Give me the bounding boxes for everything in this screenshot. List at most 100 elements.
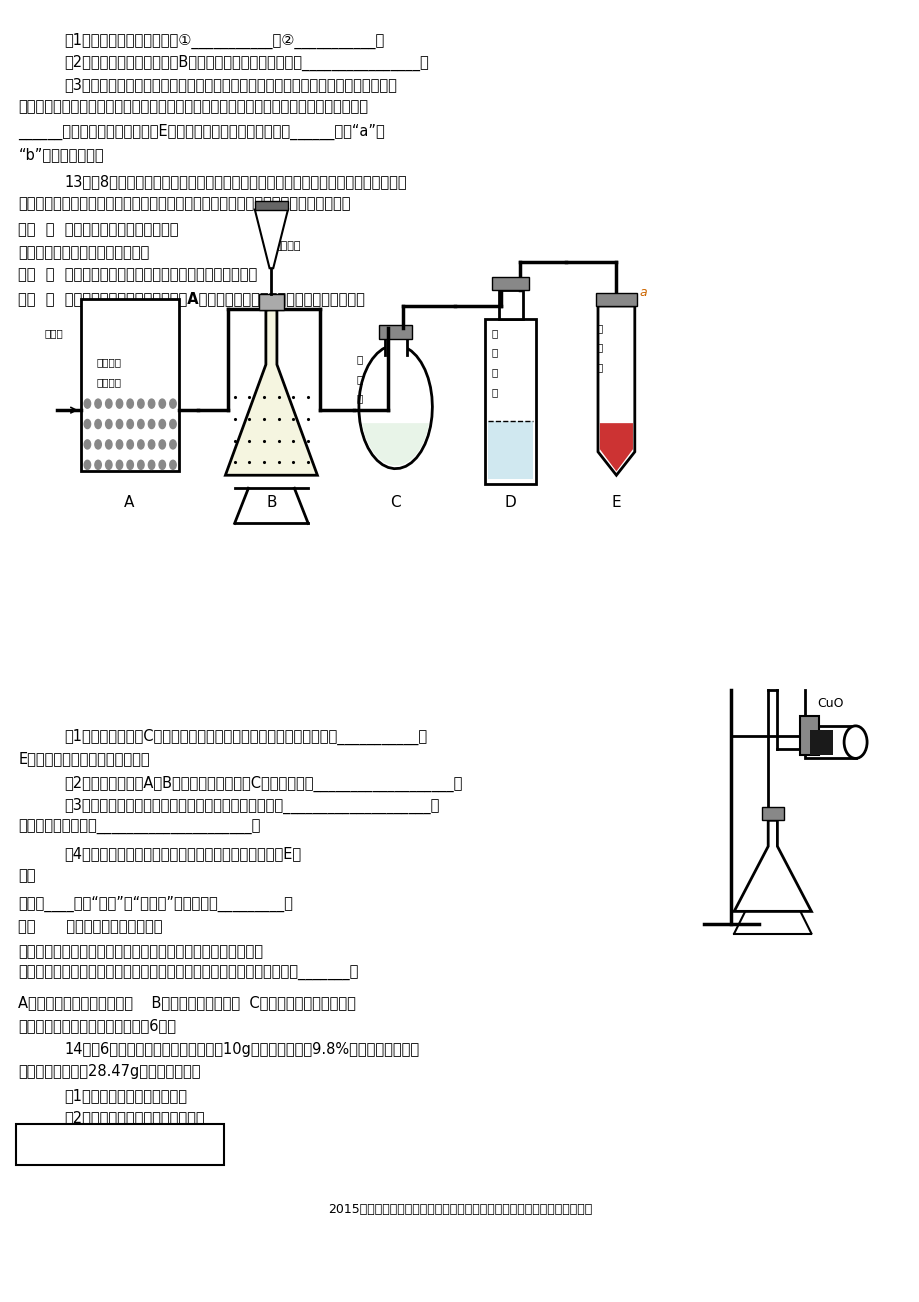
Text: 保密 ★ 启用前: 保密 ★ 启用前 [86,1137,153,1152]
Circle shape [95,440,101,449]
Circle shape [170,460,176,469]
Text: 反应后，过滤得到28.47g滤液。请计算：: 反应后，过滤得到28.47g滤液。请计算： [18,1064,200,1079]
Circle shape [116,440,122,449]
Circle shape [159,419,165,428]
Circle shape [106,440,112,449]
Text: 化: 化 [491,367,497,378]
Text: a: a [639,286,646,299]
Text: 14、（6分）一定质量的氯化馒溶液和10g溶质质量分数为9.8%的稀硫酸恰好完全: 14、（6分）一定质量的氯化馒溶液和10g溶质质量分数为9.8%的稀硫酸恰好完全 [64,1042,419,1057]
Text: 【提  出  问题】竹炭中是否含有碳元素: 【提 出 问题】竹炭中是否含有碳元素 [18,223,178,238]
Text: A: A [123,495,134,510]
Text: C: C [390,495,401,510]
Polygon shape [255,210,288,268]
Text: 氧化钙和: 氧化钙和 [96,357,121,367]
Circle shape [95,400,101,409]
Circle shape [138,440,144,449]
Text: “b”）端管口通入。: “b”）端管口通入。 [18,147,104,163]
Text: 空气中的一氧化碳、甲醉等有害气体进行吸附。某课外活动小组对竹炭进行初步探究。: 空气中的一氧化碳、甲醉等有害气体进行吸附。某课外活动小组对竹炭进行初步探究。 [18,197,350,212]
Circle shape [138,419,144,428]
Text: 置，: 置， [18,868,36,884]
Circle shape [106,419,112,428]
Text: 【结      论】竹炭中含有碳元素。: 【结 论】竹炭中含有碳元素。 [18,919,163,935]
Text: （2）氯化馒溶液的溶质质量分数。: （2）氯化馒溶液的溶质质量分数。 [64,1111,205,1126]
Text: （2）写出一个实验室用装置B制取气体的反应的化学方程式________________；: （2）写出一个实验室用装置B制取气体的反应的化学方程式_____________… [64,55,428,70]
Polygon shape [597,306,634,475]
Text: D: D [505,495,516,510]
Text: （4）小亮认为可以用右图所示的装置，替换原装置中的E装: （4）小亮认为可以用右图所示的装置，替换原装置中的E装 [64,846,301,862]
Circle shape [116,460,122,469]
Bar [498,290,522,319]
Text: 2015年安顺市初中毕业生学业、升学（高中、中职、五年制专科）招生考试: 2015年安顺市初中毕业生学业、升学（高中、中职、五年制专科）招生考试 [327,1203,592,1216]
Circle shape [148,460,154,469]
Text: （2）小玥认为应在A、B装置间，再增加一个C装置，目的是___________________。: （2）小玥认为应在A、B装置间，再增加一个C装置，目的是____________… [64,776,462,792]
Text: 清: 清 [357,374,363,384]
Text: 新: 新 [596,323,602,333]
Text: B: B [266,495,277,510]
Text: 【设  计  实验】所用装置如下图所示。（A装置的作用为吸收空气中的水和二氧化碳）: 【设 计 实验】所用装置如下图所示。（A装置的作用为吸收空气中的水和二氧化碳） [18,292,365,307]
Circle shape [106,460,112,469]
Circle shape [85,460,90,469]
Text: 澄: 澄 [357,354,363,365]
Bar [255,201,288,210]
Text: （3）课外活动小组的同学设计的这套装置的不足之处是____________________，: （3）课外活动小组的同学设计的这套装置的不足之处是_______________… [64,798,439,814]
Circle shape [116,419,122,428]
Text: （1）写出指定仪器的名称：①___________；②___________；: （1）写出指定仪器的名称：①___________；②___________； [64,33,384,48]
Bar [800,716,818,755]
Text: 钠: 钠 [491,387,497,397]
Circle shape [116,400,122,409]
Circle shape [844,727,867,758]
Text: 度，以免劇烈反应放热引起发生装置炸裂。你认为上图中最适合制取乙沔气体的发生装置是: 度，以免劇烈反应放热引起发生装置炸裂。你认为上图中最适合制取乙沔气体的发生装置是 [18,99,368,115]
Circle shape [148,440,154,449]
Bar [761,807,783,820]
Text: 炎、止痛、化淤、去污等功效，下列有关竹炭牙膏的用途描述不正确的是_______。: 炎、止痛、化淤、去污等功效，下列有关竹炭牙膏的用途描述不正确的是_______。 [18,966,358,982]
Text: 氧: 氧 [491,348,497,358]
Polygon shape [358,345,432,469]
Circle shape [159,400,165,409]
Bar [809,729,832,755]
Bar [492,277,528,290]
Text: 四、计算题（本题只有一个小题，6分）: 四、计算题（本题只有一个小题，6分） [18,1018,176,1034]
Text: （1）实验开始后，C装置中产生白色沉淠，发生反应的化学方程式为___________，: （1）实验开始后，C装置中产生白色沉淠，发生反应的化学方程式为_________… [64,729,427,745]
Circle shape [95,460,101,469]
Circle shape [127,460,133,469]
Text: ______（填装置序号）；如果用E图所示装置收集乙沔，气体应从______（填“a”或: ______（填装置序号）；如果用E图所示装置收集乙沔，气体应从______（填… [18,124,385,139]
Circle shape [127,419,133,428]
Bar [379,326,412,339]
Text: 鲜: 鲜 [596,342,602,353]
Text: 【查  阅  资料】新鲜的血液，遇一氧化碳由鲜红变为暗红。: 【查 阅 资料】新鲜的血液，遇一氧化碳由鲜红变为暗红。 [18,267,257,283]
Text: （1）生成硫酸馒沉淠的质量；: （1）生成硫酸馒沉淠的质量； [64,1088,187,1104]
Text: E装置中新鲜的鸡血变为暗红色。: E装置中新鲜的鸡血变为暗红色。 [18,751,150,767]
Polygon shape [362,423,428,466]
Circle shape [138,400,144,409]
Polygon shape [225,310,317,475]
Circle shape [159,460,165,469]
Circle shape [85,440,90,449]
Circle shape [148,400,154,409]
Bar [804,727,855,758]
Circle shape [127,440,133,449]
Bar [485,319,536,484]
Text: 竹炭粉末: 竹炭粉末 [274,241,301,251]
Text: 13、（8分）竹炭包是一种集观赏与空气净化为一体的产品。这种产品可对车内及室内: 13、（8分）竹炭包是一种集观赏与空气净化为一体的产品。这种产品可对车内及室内 [64,174,406,190]
Circle shape [85,419,90,428]
Bar [596,293,636,306]
Text: 鸡: 鸡 [596,362,602,372]
Circle shape [170,419,176,428]
Polygon shape [733,820,811,911]
Bar [384,336,406,355]
Text: A、可除衣领袖口等处的汗渍    B、不能除去口中异味  C、虫咋、灸伤可消炎止痛: A、可除衣领袖口等处的汗渍 B、不能除去口中异味 C、虫咋、灸伤可消炎止痛 [18,995,356,1010]
Circle shape [127,400,133,409]
Text: 石: 石 [357,393,363,404]
Circle shape [159,440,165,449]
Circle shape [170,400,176,409]
Bar [81,299,179,471]
Circle shape [85,400,90,409]
Bar [258,294,284,310]
Circle shape [106,400,112,409]
FancyBboxPatch shape [16,1124,223,1165]
Text: 【猜想与假设】竹炭中含有碳元素: 【猜想与假设】竹炭中含有碳元素 [18,245,150,260]
Text: CuO: CuO [816,697,843,710]
Text: 持续放: 持续放 [44,328,62,339]
Text: E: E [611,495,620,510]
Text: （3）实验室在常温下用块状电石与水反应制取乙沔气体，该反应必须严格控制加水速: （3）实验室在常温下用块状电石与水反应制取乙沔气体，该反应必须严格控制加水速 [64,77,397,92]
